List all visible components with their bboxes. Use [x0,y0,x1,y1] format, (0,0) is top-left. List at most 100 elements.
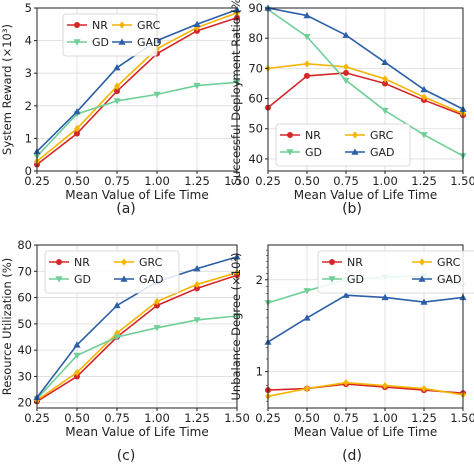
x-tick-label: 0.25 [255,174,281,188]
legend-box [44,250,180,294]
legend-item-gad: GAD [112,36,162,49]
data-point-gad [113,301,121,309]
y-tick-label: 40 [17,343,32,357]
data-point-nr [114,88,120,95]
data-point-nr [154,302,160,309]
chart-panel-b: 0.25 0.50 0.75 1.00 1.25 1.50 40 50 60 70 80 90 Mean… [229,0,474,217]
y-tick-label: 20 [17,396,32,410]
data-point-nr [343,69,349,76]
legend: NR GRC GD GAD [317,250,474,294]
y-tick-label: 90 [248,1,263,15]
y-tick-label: 1 [25,131,32,145]
data-point-gad [193,265,201,272]
data-point-grc [343,63,349,71]
x-tick-label: 0.25 [24,411,50,425]
legend-label: GRC [370,129,394,142]
x-tick-label: 1.00 [144,411,170,425]
legend-marker [286,149,294,156]
y-tick-label: 0 [25,164,32,178]
legend-marker [287,132,293,138]
data-point-gad [381,293,389,301]
data-point-gad [73,341,81,348]
legend-label: GD [92,36,109,49]
legend-label: GRC [437,256,461,269]
y-tick-label: 30 [17,369,32,383]
x-axis-label: Mean Value of Life Time [65,188,208,202]
data-point-grc [74,368,80,377]
plot-frame [267,7,464,172]
x-tick-label: 1.25 [411,411,437,425]
x-tick-label: 0.75 [333,411,359,425]
data-point-grc [114,329,120,337]
legend-marker [352,131,358,139]
data-point-grc [74,125,80,133]
legend-box [317,250,474,294]
series-line-gd [36,81,238,157]
x-tick-label: 0.75 [104,174,130,188]
data-point-gd [73,352,81,360]
legend-label: GD [305,146,322,159]
legend-item-grc: GRC [412,256,461,269]
data-point-grc [421,93,427,101]
series-line-nr [267,72,464,116]
legend-item-nr: NR [280,129,321,142]
data-point-gad [420,298,428,305]
legend-label: GAD [137,36,162,49]
series-grc [34,269,240,404]
legend-label: GRC [139,256,163,269]
x-tick-label: 1.25 [184,411,210,425]
data-point-gd [193,82,201,90]
y-axis-label: System Reward (×10³) [0,24,14,155]
x-tick-label: 1.00 [372,411,398,425]
data-point-gad [113,64,121,71]
legend-item-grc: GRC [114,256,163,269]
legend-box [275,123,411,167]
x-tick-label: 0.50 [294,174,320,188]
data-point-gd [153,91,161,98]
legend-marker [119,21,125,29]
legend-label: GD [347,273,364,286]
legend-label: NR [305,129,321,142]
x-tick-label: 0.50 [294,411,320,425]
legend-marker [56,259,62,265]
legend-label: NR [74,256,90,269]
data-point-nr [74,373,80,380]
x-tick-label: 0.75 [104,411,130,425]
legend-item-gad: GAD [412,273,462,286]
x-tick-label: 0.50 [64,174,90,188]
data-point-gad [342,291,350,298]
series-line-gad [36,256,238,398]
plot-frame [36,244,238,409]
series-line-nr [267,383,464,394]
x-tick-label: 1.50 [224,411,250,425]
data-point-nr [382,80,388,87]
x-tick-label: 0.75 [333,174,359,188]
series-line-grc [267,63,464,115]
x-tick-label: 1.25 [411,174,437,188]
y-tick-label: 60 [248,92,263,106]
x-axis-label: Mean Value of Life Time [294,188,437,202]
y-tick-label: 40 [248,152,263,166]
data-point-grc [194,23,200,32]
series-line-gad [267,7,464,110]
legend-item-grc: GRC [345,129,394,142]
data-point-gd [113,98,121,105]
data-point-gd [153,325,161,332]
data-point-grc [382,381,388,390]
data-point-nr [304,72,310,79]
legend-marker [120,275,128,282]
panel-label: (c) [117,448,136,464]
y-tick-label: 5 [25,1,32,15]
data-point-grc [343,379,349,387]
x-tick-label: 1.50 [224,174,250,188]
series-gd [33,313,241,403]
x-tick-label: 1.00 [372,174,398,188]
x-tick-label: 0.25 [24,174,50,188]
legend-label: GAD [139,273,164,286]
data-point-gd [113,334,121,341]
x-axis-label: Mean Value of Life Time [294,425,437,439]
legend-item-gd: GD [280,146,322,159]
series-line-grc [36,271,238,401]
data-point-nr [74,130,80,137]
